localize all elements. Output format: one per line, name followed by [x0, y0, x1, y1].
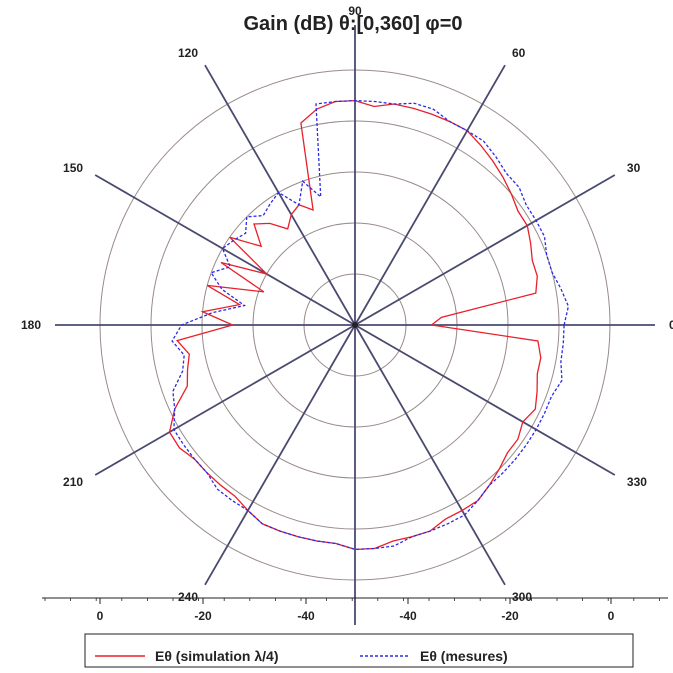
- spoke-210: [94, 324, 356, 476]
- angle-label-300: 300: [512, 590, 532, 604]
- angle-label-240: 240: [178, 590, 198, 604]
- spoke-330: [354, 324, 616, 476]
- x-axis: 0 -20 -40 -40 -20 0: [42, 597, 668, 623]
- spoke-240: [204, 324, 356, 586]
- legend: Eθ (simulation λ/4) Eθ (mesures): [84, 633, 634, 668]
- x-tick-label: -20: [501, 609, 519, 623]
- polar-grid: 0306090120150180210240270300330: [21, 4, 673, 646]
- angle-label-150: 150: [63, 161, 83, 175]
- legend-box: [84, 633, 634, 668]
- legend-label-1: Eθ (mesures): [420, 648, 508, 664]
- series-layer: [168, 99, 570, 551]
- spoke-60: [354, 64, 506, 326]
- angle-label-120: 120: [178, 46, 198, 60]
- x-tick-label: -40: [297, 609, 315, 623]
- angle-label-180: 180: [21, 318, 41, 332]
- spoke-300: [354, 324, 506, 586]
- angle-label-90: 90: [348, 4, 362, 18]
- chart-title: Gain (dB) θ:[0,360] φ=0: [243, 13, 462, 35]
- spoke-30: [354, 174, 616, 326]
- center-dot: [352, 322, 358, 328]
- x-tick-label: -40: [399, 609, 417, 623]
- x-tick-label: 0: [97, 609, 104, 623]
- spoke-150: [94, 174, 356, 326]
- x-tick-label: -20: [194, 609, 212, 623]
- legend-label-0: Eθ (simulation λ/4): [155, 648, 278, 664]
- angle-label-330: 330: [627, 475, 647, 489]
- series-mesures-line: [171, 99, 570, 551]
- spoke-120: [204, 64, 356, 326]
- x-tick-label: 0: [608, 609, 615, 623]
- angle-label-30: 30: [627, 161, 641, 175]
- angle-label-60: 60: [512, 46, 526, 60]
- angle-label-0: 0: [669, 318, 673, 332]
- angle-label-210: 210: [63, 475, 83, 489]
